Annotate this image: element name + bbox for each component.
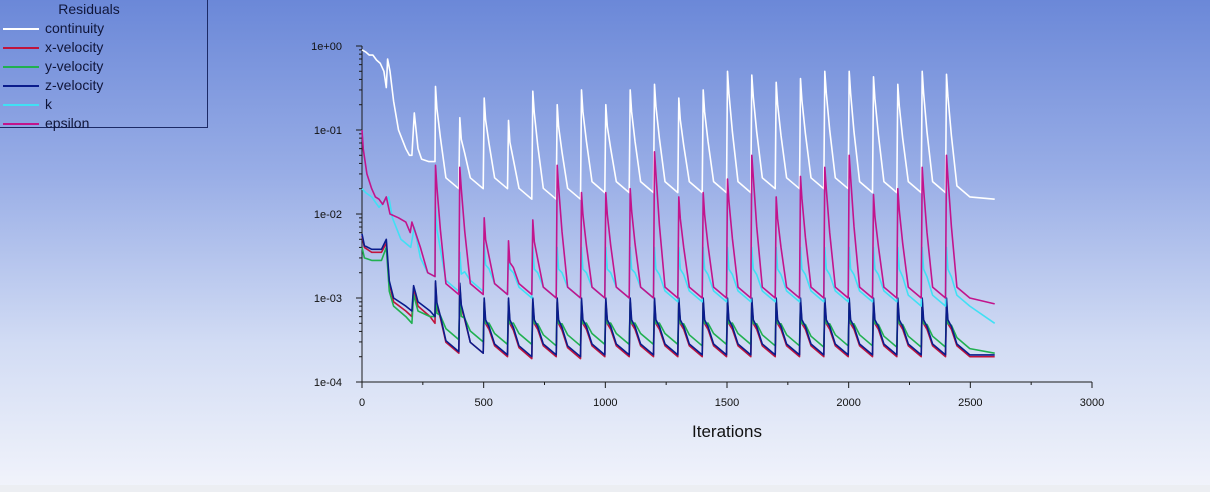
legend-label: z-velocity [45,77,104,93]
legend-item-x-velocity: x-velocity [0,38,206,57]
y-tick-label: 1e-03 [314,293,342,305]
x-tick-label: 1000 [593,397,617,409]
x-tick-label: 1500 [715,397,739,409]
legend-label: continuity [45,20,105,36]
legend-item-epsilon: epsilon [0,114,206,133]
x-tick-label: 500 [474,397,492,409]
axes: 0 500 1000 1500 2000 2500 3000 1e-04 1e-03 1e-02 1… [311,41,1104,409]
window-bottom-strip [0,485,1210,492]
legend-label: k [45,96,52,112]
x-tick-label: 2000 [836,397,860,409]
legend-swatch [3,47,39,49]
legend-swatch [3,104,39,106]
legend-label: y-velocity [45,58,104,74]
legend-label: x-velocity [45,39,104,55]
y-tick-label: 1e-02 [314,209,342,221]
series-line-epsilon [361,129,995,305]
series-layer [361,49,996,360]
x-tick-label: 2500 [958,397,982,409]
legend-item-continuity: continuity [0,19,206,38]
legend-item-k: k [0,95,206,114]
x-tick-label: 3000 [1080,397,1104,409]
legend-label: epsilon [45,115,90,131]
series-line-z-velocity [361,233,995,358]
legend-item-z-velocity: z-velocity [0,76,206,95]
y-tick-label: 1e-01 [314,125,342,137]
legend-item-y-velocity: y-velocity [0,57,206,76]
legend-swatch [3,85,39,87]
legend-swatch [3,66,39,68]
x-axis-label: Iterations [692,422,762,441]
legend-title: Residuals [58,1,120,17]
legend-swatch [3,28,39,30]
y-tick-label: 1e-04 [314,377,342,389]
x-tick-label: 0 [359,397,365,409]
series-line-continuity [361,49,995,200]
legend: Residuals continuity x-velocity y-velocity… [0,0,208,131]
y-tick-label: 1e+00 [311,41,342,53]
legend-swatch [3,123,39,125]
